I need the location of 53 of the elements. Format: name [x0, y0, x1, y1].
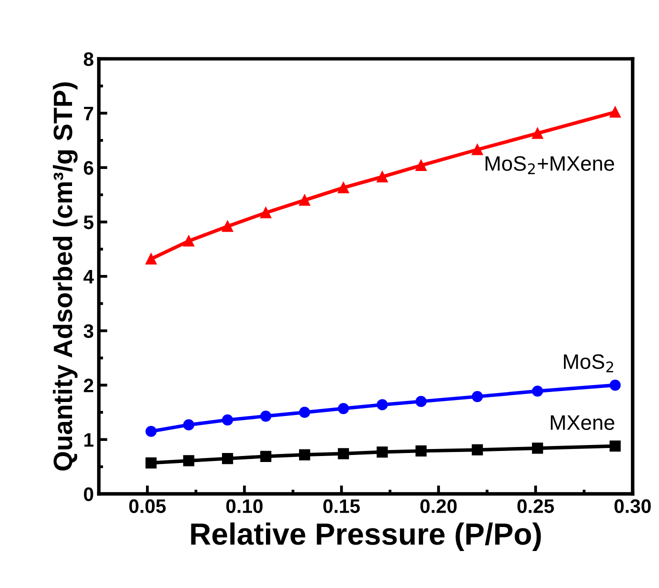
y-tick-label: 2	[84, 378, 94, 392]
point	[183, 419, 194, 430]
point	[260, 410, 272, 422]
point	[532, 442, 544, 454]
x-tick-label: 0.25	[517, 499, 554, 514]
x-tick-label: 0.10	[226, 499, 263, 514]
point	[376, 446, 388, 458]
point	[338, 182, 349, 194]
point	[338, 402, 349, 414]
point	[416, 160, 427, 171]
point	[532, 128, 544, 139]
x-tick-label: 0.05	[129, 499, 166, 514]
point	[299, 449, 310, 460]
y-tick-label: 0	[84, 487, 94, 502]
point	[610, 380, 621, 391]
x-tick-label: 0.15	[323, 499, 360, 514]
point	[222, 414, 234, 426]
y-axis-title: Quantity Adsorbed (cm³/g STP)	[52, 82, 78, 470]
point	[260, 450, 272, 462]
point	[183, 235, 194, 247]
point	[260, 207, 272, 218]
x-tick-label: 0.30	[614, 499, 651, 514]
point	[610, 106, 621, 118]
series-label: MXene	[550, 415, 614, 430]
point	[376, 171, 388, 182]
point	[472, 144, 483, 156]
x-axis-title: Relative Pressure (P/Po)	[191, 522, 541, 551]
y-tick-label: 4	[83, 270, 94, 284]
series-label: MoS$_{2}$	[564, 354, 614, 372]
point	[338, 448, 349, 460]
point	[416, 396, 427, 408]
point	[299, 406, 310, 418]
point	[146, 253, 157, 265]
y-tick-label: 6	[84, 161, 94, 175]
point	[183, 455, 194, 466]
point	[299, 194, 310, 206]
point	[222, 453, 234, 464]
point	[472, 391, 483, 402]
point	[146, 426, 157, 437]
point	[416, 445, 427, 457]
y-tick-label: 7	[84, 106, 94, 120]
x-tick-label: 0.20	[420, 499, 457, 514]
y-tick-label: 3	[84, 324, 94, 338]
point	[472, 444, 483, 456]
y-tick-label: 1	[84, 433, 94, 447]
point	[610, 440, 621, 452]
y-tick-label: 5	[84, 216, 94, 230]
point	[146, 457, 157, 468]
point	[222, 220, 234, 232]
point	[376, 399, 388, 410]
point	[532, 386, 544, 397]
series-label: MoS$_{2}$+MXene	[486, 156, 614, 174]
y-tick-label: 8	[84, 52, 94, 66]
